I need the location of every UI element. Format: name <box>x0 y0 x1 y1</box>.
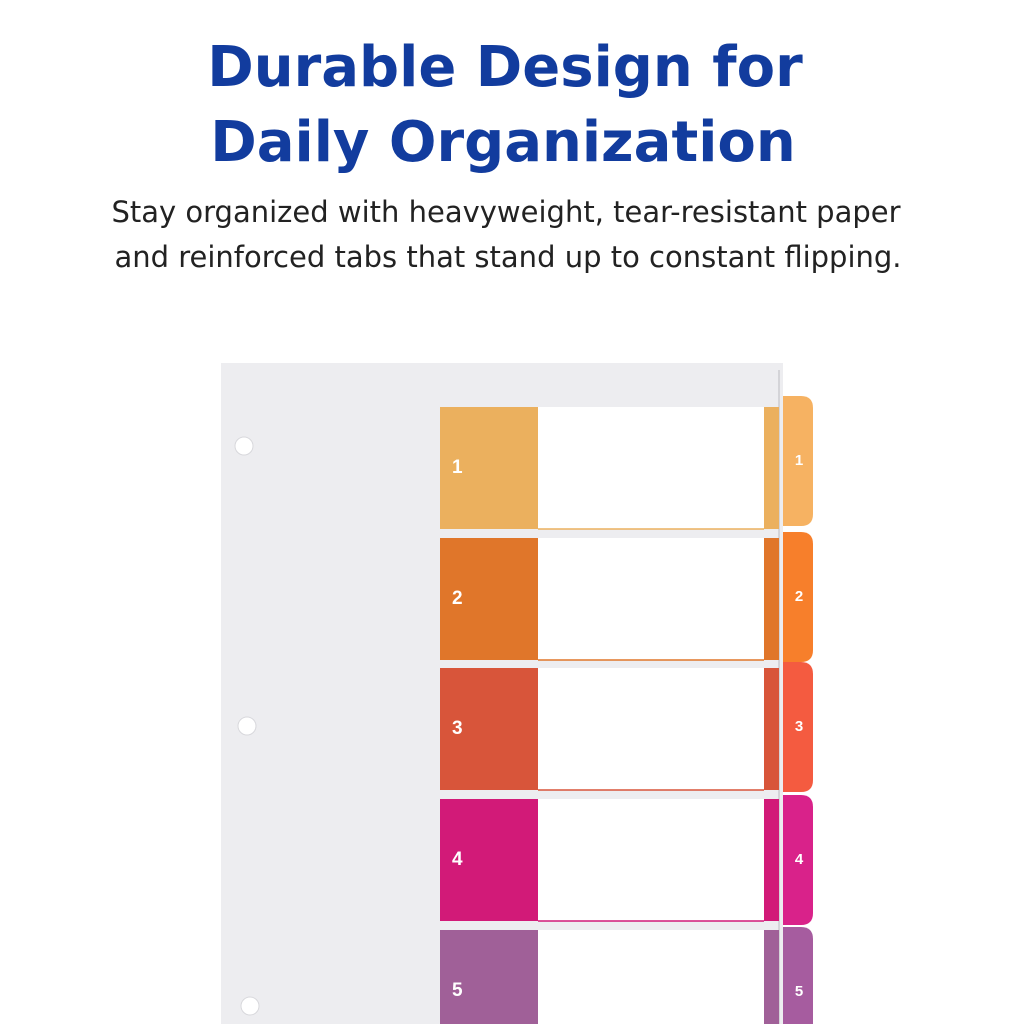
color-block <box>440 407 538 529</box>
color-strip <box>764 930 779 1024</box>
tab-number: 4 <box>795 851 804 868</box>
headline: Daily Organization <box>210 110 796 175</box>
side-tab <box>783 532 813 662</box>
subtitle: Stay organized with heavyweight, tear-re… <box>111 195 900 229</box>
block-number: 5 <box>452 980 463 1001</box>
tab-number: 1 <box>795 452 803 469</box>
tab-number: 5 <box>795 983 803 1000</box>
color-block <box>440 538 538 660</box>
color-block <box>440 799 538 921</box>
block-number: 3 <box>452 718 463 739</box>
color-block <box>440 668 538 790</box>
side-tab <box>783 662 813 792</box>
tab-rows: 1 1 2 2 3 3 4 4 5 5 <box>440 396 813 1024</box>
color-strip <box>764 668 779 790</box>
subtitle: and reinforced tabs that stand up to con… <box>114 240 901 274</box>
punch-hole <box>234 436 254 456</box>
side-tab <box>783 795 813 925</box>
row-panel <box>538 538 764 660</box>
row-panel <box>538 799 764 921</box>
tab-number: 2 <box>795 588 803 605</box>
color-strip <box>764 799 779 921</box>
punch-hole <box>237 716 257 736</box>
row-panel <box>538 407 764 529</box>
color-strip <box>764 407 779 529</box>
tab-number: 3 <box>795 718 803 735</box>
row-panel <box>538 668 764 790</box>
side-tab <box>783 927 813 1024</box>
punch-hole <box>240 996 260 1016</box>
color-block <box>440 930 538 1024</box>
side-tab <box>783 396 813 526</box>
row-panel <box>538 930 764 1024</box>
block-number: 4 <box>452 849 463 870</box>
color-strip <box>764 538 779 660</box>
block-number: 1 <box>452 457 463 478</box>
block-number: 2 <box>452 588 463 609</box>
headline: Durable Design for <box>207 35 803 100</box>
